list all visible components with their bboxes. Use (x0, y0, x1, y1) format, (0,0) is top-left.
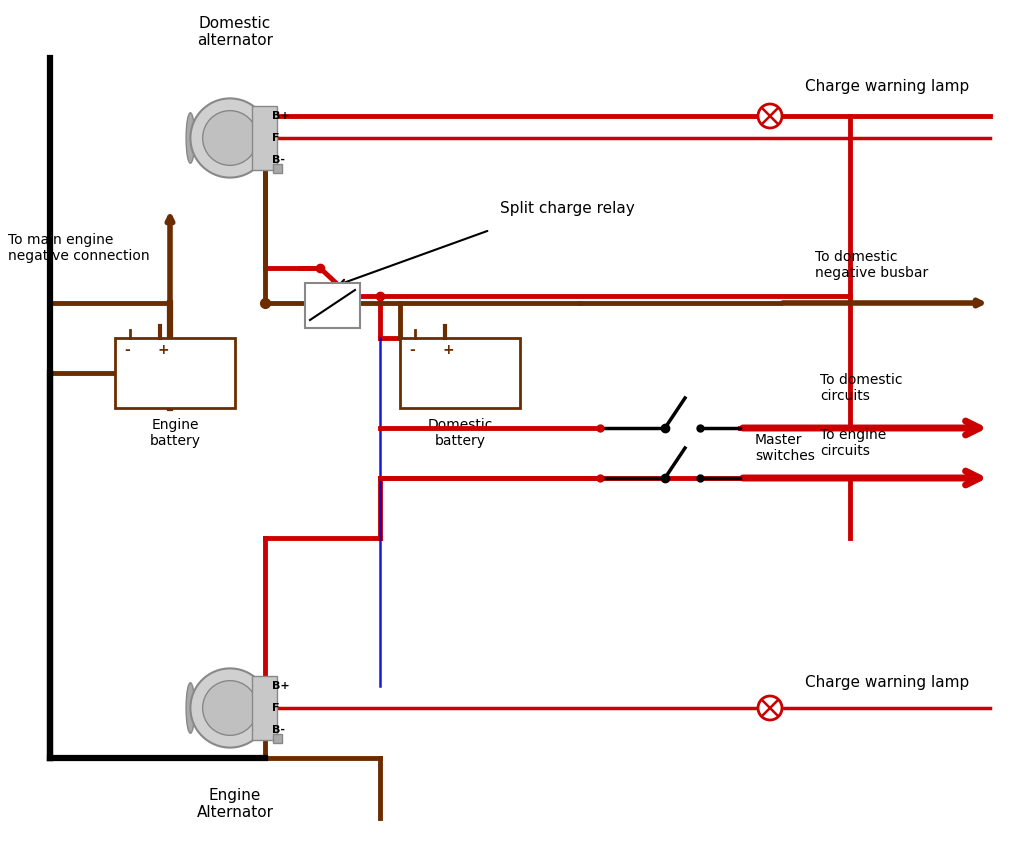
Ellipse shape (186, 112, 195, 163)
Circle shape (190, 668, 269, 747)
Ellipse shape (186, 683, 195, 734)
Circle shape (758, 696, 782, 720)
FancyBboxPatch shape (252, 675, 276, 740)
Text: To domestic
circuits: To domestic circuits (820, 372, 902, 403)
FancyBboxPatch shape (115, 338, 234, 408)
Text: B+: B+ (272, 111, 290, 121)
Text: +: + (158, 343, 169, 357)
Circle shape (190, 99, 269, 178)
FancyBboxPatch shape (252, 106, 276, 171)
FancyBboxPatch shape (400, 338, 520, 408)
FancyBboxPatch shape (273, 164, 282, 172)
Text: Charge warning lamp: Charge warning lamp (805, 78, 970, 94)
Text: F: F (272, 703, 280, 713)
Circle shape (203, 111, 257, 166)
Text: +: + (442, 343, 454, 357)
Text: To main engine
negative connection: To main engine negative connection (8, 233, 150, 263)
Text: To engine
circuits: To engine circuits (820, 428, 886, 458)
FancyBboxPatch shape (273, 734, 282, 742)
Circle shape (203, 680, 257, 735)
Text: -: - (124, 343, 130, 357)
Text: Domestic
battery: Domestic battery (427, 418, 493, 448)
Text: Master
switches: Master switches (755, 433, 815, 463)
Text: B+: B+ (272, 681, 290, 691)
Circle shape (758, 104, 782, 128)
Text: Domestic
alternator: Domestic alternator (197, 15, 273, 48)
Text: B-: B- (272, 725, 285, 735)
Text: Engine
battery: Engine battery (150, 418, 201, 448)
FancyBboxPatch shape (305, 283, 360, 328)
Text: Engine
Alternator: Engine Alternator (197, 788, 273, 820)
Text: B-: B- (272, 155, 285, 165)
Text: F: F (272, 133, 280, 143)
Text: -: - (410, 343, 415, 357)
Text: Charge warning lamp: Charge warning lamp (805, 675, 970, 691)
Text: To domestic
negative busbar: To domestic negative busbar (815, 250, 928, 280)
Text: Split charge relay: Split charge relay (500, 201, 635, 215)
